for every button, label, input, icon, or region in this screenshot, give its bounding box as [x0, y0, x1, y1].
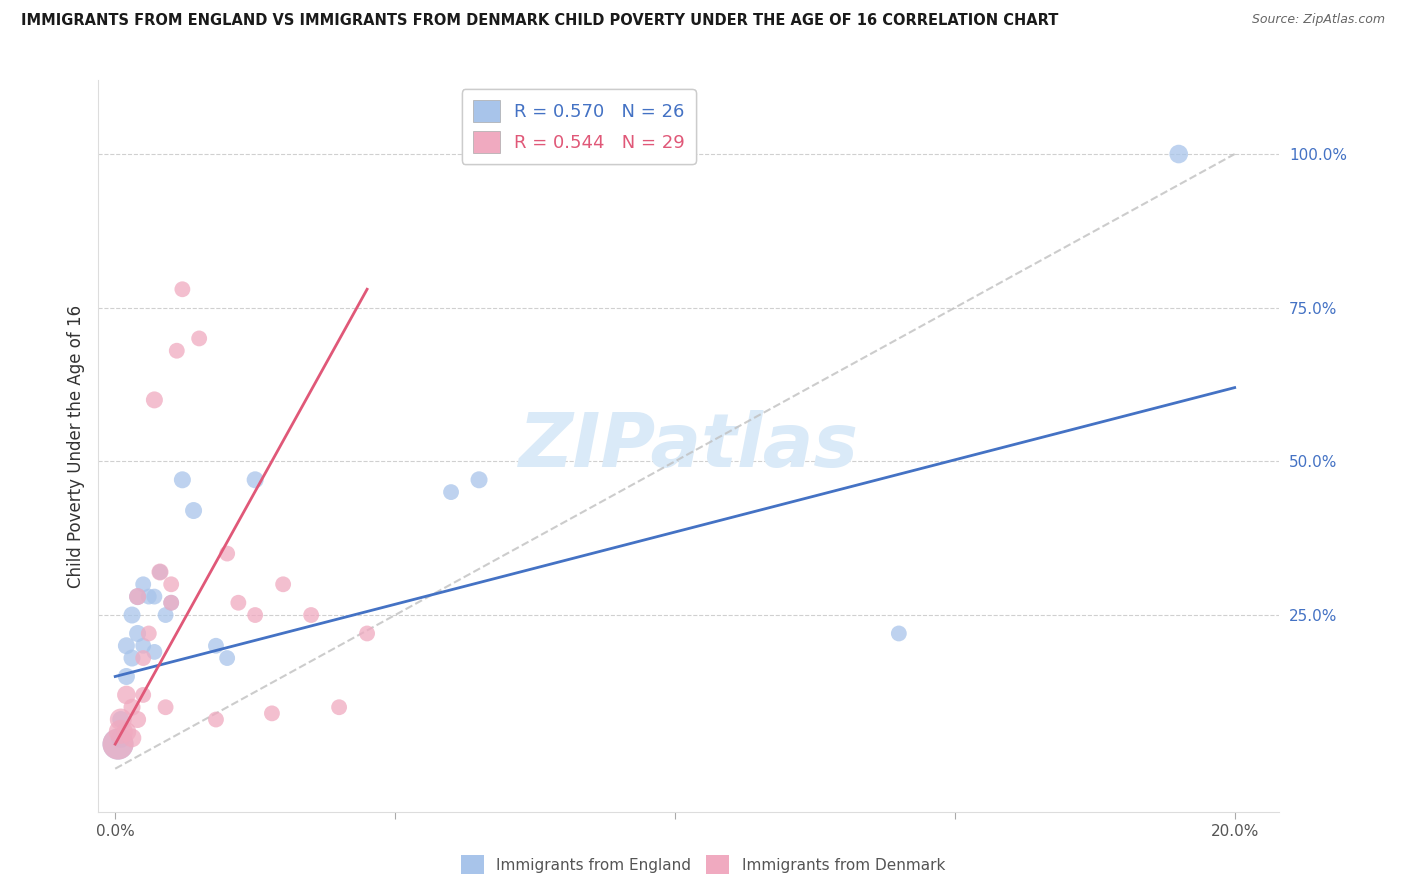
Y-axis label: Child Poverty Under the Age of 16: Child Poverty Under the Age of 16	[66, 304, 84, 588]
Point	[440, 485, 463, 500]
Point	[132, 651, 155, 665]
Point	[121, 700, 143, 714]
Point	[183, 503, 205, 517]
Point	[115, 724, 138, 739]
Point	[132, 688, 155, 702]
Point	[887, 626, 910, 640]
Point	[1167, 147, 1189, 161]
Point	[143, 645, 166, 659]
Point	[243, 607, 266, 622]
Point	[172, 473, 194, 487]
Text: ZIPatlas: ZIPatlas	[519, 409, 859, 483]
Legend: R = 0.570   N = 26, R = 0.544   N = 29: R = 0.570 N = 26, R = 0.544 N = 29	[461, 89, 696, 164]
Point	[110, 713, 132, 727]
Point	[172, 282, 194, 296]
Point	[127, 713, 149, 727]
Point	[160, 577, 183, 591]
Point	[243, 473, 266, 487]
Point	[217, 547, 239, 561]
Point	[149, 565, 172, 579]
Point	[107, 737, 129, 751]
Point	[468, 473, 491, 487]
Point	[115, 639, 138, 653]
Point	[160, 596, 183, 610]
Point	[205, 713, 228, 727]
Point	[121, 651, 143, 665]
Point	[217, 651, 239, 665]
Point	[121, 731, 143, 745]
Point	[143, 590, 166, 604]
Point	[107, 737, 129, 751]
Point	[155, 607, 177, 622]
Point	[138, 626, 160, 640]
Point	[260, 706, 283, 721]
Point	[121, 607, 143, 622]
Point	[115, 688, 138, 702]
Point	[299, 607, 322, 622]
Point	[127, 626, 149, 640]
Point	[205, 639, 228, 653]
Text: Source: ZipAtlas.com: Source: ZipAtlas.com	[1251, 13, 1385, 27]
Point	[115, 669, 138, 683]
Point	[127, 590, 149, 604]
Point	[110, 731, 132, 745]
Point	[228, 596, 250, 610]
Point	[356, 626, 378, 640]
Point	[149, 565, 172, 579]
Point	[127, 590, 149, 604]
Point	[110, 713, 132, 727]
Point	[160, 596, 183, 610]
Point	[138, 590, 160, 604]
Legend: Immigrants from England, Immigrants from Denmark: Immigrants from England, Immigrants from…	[456, 849, 950, 880]
Point	[155, 700, 177, 714]
Point	[188, 331, 211, 345]
Point	[166, 343, 188, 358]
Point	[132, 639, 155, 653]
Point	[328, 700, 350, 714]
Text: IMMIGRANTS FROM ENGLAND VS IMMIGRANTS FROM DENMARK CHILD POVERTY UNDER THE AGE O: IMMIGRANTS FROM ENGLAND VS IMMIGRANTS FR…	[21, 13, 1059, 29]
Point	[132, 577, 155, 591]
Point	[271, 577, 294, 591]
Point	[110, 724, 132, 739]
Point	[143, 392, 166, 407]
